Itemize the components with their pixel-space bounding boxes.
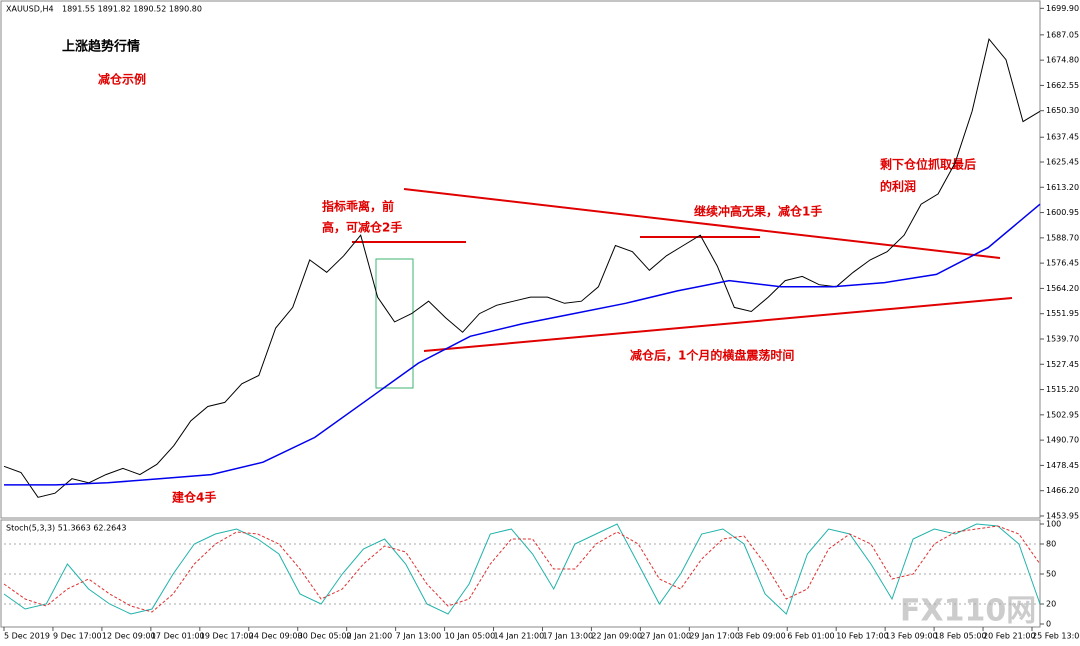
x-tick-label: 22 Jan 09:00: [591, 632, 642, 641]
symbol: XAUUSD,H4: [6, 5, 54, 14]
y-tick-label: 1699.90: [1046, 4, 1079, 13]
subtitle: 减仓示例: [98, 72, 146, 87]
x-tick-label: 24 Dec 09:00: [249, 632, 303, 641]
y-tick-label: 1551.95: [1046, 309, 1079, 318]
series-line: [4, 203, 1041, 486]
y-tick-label: 1539.70: [1046, 334, 1079, 343]
y-tick-label: 1625.45: [1046, 157, 1079, 166]
annotation: 的利润: [880, 179, 916, 194]
x-tick-label: 14 Jan 21:00: [494, 632, 545, 641]
series-line: [3, 523, 1041, 615]
annotation: 建仓4手: [171, 490, 216, 505]
x-tick-label: 9 Dec 17:00: [53, 632, 102, 641]
x-tick-label: 18 Feb 05:00: [934, 632, 986, 641]
x-tick-label: 2 Jan 21:00: [347, 632, 393, 641]
y-tick-label: 1588.70: [1046, 233, 1079, 242]
y-tick-label: 1613.20: [1046, 183, 1079, 192]
series-line: [3, 38, 1041, 498]
annotation: 指标乖离，前: [322, 199, 394, 214]
watermark: FX110网: [900, 594, 1036, 629]
quotes: 1891.55 1891.82 1890.52 1890.80: [62, 5, 202, 14]
y-tick-label: 1502.95: [1046, 410, 1079, 419]
x-tick-label: 29 Jan 17:00: [689, 632, 740, 641]
y-tick-label: 100: [1046, 520, 1061, 529]
annotation: 高，可减仓2手: [322, 220, 402, 235]
y-tick-label: 1564.20: [1046, 284, 1079, 293]
x-tick-label: 3 Feb 09:00: [738, 632, 785, 641]
x-tick-label: 5 Dec 2019: [4, 632, 50, 641]
y-tick-label: 1478.45: [1046, 461, 1079, 470]
y-tick-label: 1662.55: [1046, 81, 1079, 90]
y-tick-label: 1453.95: [1046, 511, 1079, 520]
title: 上涨趋势行情: [62, 39, 140, 55]
y-tick-label: 20: [1046, 600, 1056, 609]
x-tick-label: 6 Feb 01:00: [787, 632, 834, 641]
highlight-box: [375, 258, 414, 389]
x-tick-label: 19 Dec 17:00: [200, 632, 254, 641]
x-tick-label: 7 Jan 13:00: [396, 632, 442, 641]
y-tick-label: 1490.70: [1046, 436, 1079, 445]
panel-title: Stoch(5,3,3) 51.3663 62.2643: [6, 524, 126, 533]
annotation: 继续冲高无果，减仓1手: [694, 204, 822, 219]
x-tick-label: 12 Dec 09:00: [102, 632, 156, 641]
y-tick-label: 1637.45: [1046, 133, 1079, 142]
y-tick-label: 1600.95: [1046, 208, 1079, 217]
main-frame: [0, 0, 1041, 519]
y-tick-label: 80: [1046, 540, 1056, 549]
x-tick-label: 27 Jan 01:00: [640, 632, 691, 641]
x-tick-label: 10 Jan 05:00: [445, 632, 496, 641]
x-tick-label: 13 Feb 09:00: [885, 632, 937, 641]
y-tick-label: 50: [1046, 570, 1056, 579]
x-tick-label: 30 Dec 05:00: [298, 632, 352, 641]
x-tick-label: 25 Feb 13:00: [1032, 632, 1080, 641]
y-tick-label: 1515.20: [1046, 385, 1079, 394]
x-tick-label: 10 Feb 17:00: [836, 632, 888, 641]
y-tick-label: 1674.80: [1046, 56, 1079, 65]
series-line: [3, 525, 1041, 613]
x-tick-label: 17 Jan 13:00: [542, 632, 593, 641]
x-tick-label: 17 Dec 01:00: [151, 632, 205, 641]
y-tick-label: 1466.20: [1046, 486, 1079, 495]
y-tick-label: 0: [1046, 620, 1051, 629]
y-tick-label: 1576.45: [1046, 259, 1079, 268]
x-tick-label: 20 Feb 21:00: [983, 632, 1035, 641]
trend-lines: [352, 188, 1013, 352]
annotation: 减仓后，1个月的横盘震荡时间: [630, 348, 794, 363]
y-tick-label: 1687.05: [1046, 30, 1079, 39]
y-tick-label: 1527.45: [1046, 360, 1079, 369]
annotation: 剩下仓位抓取最后: [880, 157, 976, 172]
y-tick-label: 1650.30: [1046, 106, 1079, 115]
